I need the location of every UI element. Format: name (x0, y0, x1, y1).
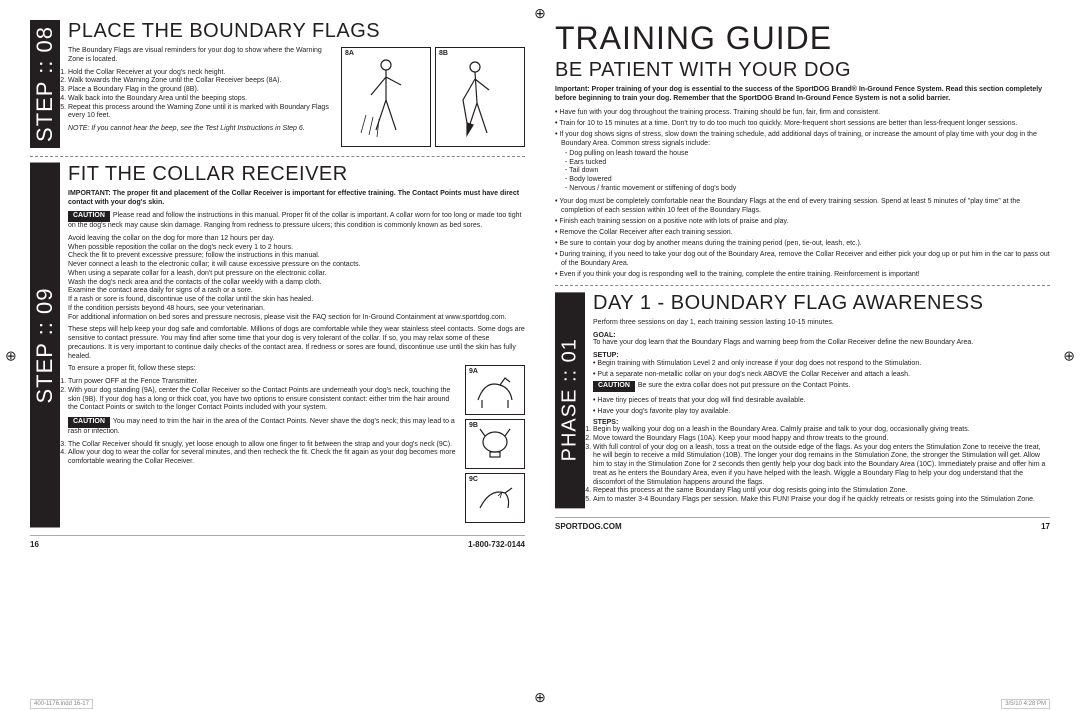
figure-9a: 9A (465, 365, 525, 415)
patient-heading: BE PATIENT WITH YOUR DOG (555, 59, 1050, 82)
patient-bullets-1: Have fun with your dog throughout the tr… (555, 108, 1050, 148)
steps-label: STEPS: (593, 419, 1050, 426)
page-17: TRAINING GUIDE BE PATIENT WITH YOUR DOG … (555, 20, 1050, 660)
footer-right: SPORTDOG.COM 17 (555, 517, 1050, 531)
registration-top: ⊕ (534, 5, 546, 22)
caution-label-2: CAUTION (68, 417, 110, 428)
fit-intro: To ensure a proper fit, follow these ste… (68, 365, 525, 374)
training-guide-title: TRAINING GUIDE (555, 20, 1050, 57)
step-09-caution2: CAUTIONYou may need to trim the hair in … (68, 417, 525, 437)
step-08-label: STEP :: 08 (30, 20, 60, 148)
phase-01-label: PHASE :: 01 (555, 292, 585, 508)
goal-label: GOAL: (593, 332, 1050, 339)
patient-bullets-2: Your dog must be completely comfortable … (555, 197, 1050, 280)
setup-bullets: Begin training with Stimulation Level 2 … (593, 359, 1050, 379)
fit-steps-2: The Collar Receiver should fit snugly, y… (68, 441, 525, 467)
registration-right: ⊕ (1063, 347, 1075, 364)
footer-url: SPORTDOG.COM (555, 522, 622, 531)
page-number-17: 17 (1041, 522, 1050, 531)
setup-bullets-2: Have tiny pieces of treats that your dog… (593, 396, 1050, 416)
step-09-label: STEP :: 09 (30, 163, 60, 528)
page-number-16: 16 (30, 540, 39, 549)
phase-steps: Begin by walking your dog on a leash in … (593, 426, 1050, 505)
step-09-bullets: Avoid leaving the collar on the dog for … (68, 235, 525, 323)
step-09-caution: CAUTIONPlease read and follow the instru… (68, 211, 525, 231)
goal-text: To have your dog learn that the Boundary… (593, 339, 1050, 348)
page-16: STEP :: 08 PLACE THE BOUNDARY FLAGS 8A 8… (30, 20, 525, 660)
figure-9c: 9C (465, 473, 525, 523)
stress-signals: Dog pulling on leash toward the houseEar… (565, 150, 1050, 194)
patient-important: Important: Proper training of your dog i… (555, 86, 1050, 104)
phone-number: 1-800-732-0144 (468, 540, 525, 549)
registration-bottom: ⊕ (534, 689, 546, 706)
slug-file: 400-1176.indd 16-17 (30, 699, 93, 709)
step-09-para2: These steps will help keep your dog safe… (68, 326, 525, 361)
day1-intro: Perform three sessions on day 1, each tr… (593, 319, 1050, 328)
step-09-heading: FIT THE COLLAR RECEIVER (68, 163, 525, 186)
day1-heading: DAY 1 - BOUNDARY FLAG AWARENESS (593, 292, 1050, 315)
setup-label: SETUP: (593, 352, 1050, 359)
caution-label-3: CAUTION (593, 381, 635, 392)
step-09-important: IMPORTANT: The proper fit and placement … (68, 190, 525, 208)
fit-steps: Turn power OFF at the Fence Transmitter.… (68, 378, 525, 413)
figure-9b: 9B (465, 419, 525, 469)
caution-label: CAUTION (68, 211, 110, 222)
registration-left: ⊕ (5, 347, 17, 364)
divider-right (555, 285, 1050, 286)
divider (30, 156, 525, 157)
footer-left: 16 1-800-732-0144 (30, 535, 525, 549)
slug-timestamp: 3/5/10 4:28 PM (1001, 699, 1050, 709)
figure-8b: 8B (435, 47, 525, 147)
phase-caution: CAUTIONBe sure the extra collar does not… (593, 381, 1050, 392)
figure-8a: 8A (341, 47, 431, 147)
step-08-heading: PLACE THE BOUNDARY FLAGS (68, 20, 525, 43)
